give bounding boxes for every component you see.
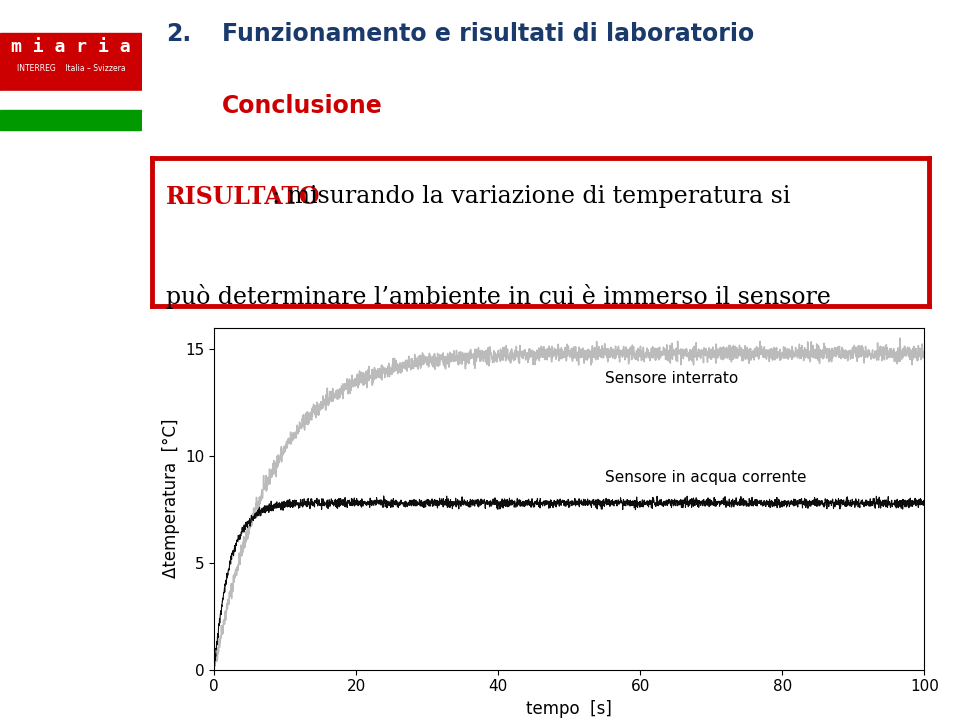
Text: Alfredo Cigada, Fabio Inzoli, Carlo Someda, Bruno Griffoni: Alfredo Cigada, Fabio Inzoli, Carlo Some…: [2, 461, 7, 619]
Text: localizzato attorno alle: localizzato attorno alle: [58, 490, 67, 590]
Text: Sensore interrato: Sensore interrato: [605, 372, 738, 387]
Text: Strumento per il monitoraggio: Strumento per il monitoraggio: [112, 474, 121, 606]
Bar: [0, 91, 142, 110]
Text: POLITECNICO
MILANO: POLITECNICO MILANO: [55, 145, 87, 156]
Text: pile di ponte: pile di ponte: [36, 513, 44, 567]
Text: UNIPD: UNIPD: [62, 351, 80, 355]
Text: POLITECNICO DI MILANO: POLITECNICO DI MILANO: [17, 100, 125, 109]
Text: GHT: GHT: [38, 235, 104, 262]
Text: in tempo reale dello scavo: in tempo reale dello scavo: [85, 482, 94, 598]
Text: Gianluca Crotti, Francesco Ballio, Stefano Manzoni: Gianluca Crotti, Francesco Ballio, Stefa…: [12, 471, 16, 609]
Bar: [0, 110, 142, 130]
Text: Technology: Technology: [21, 301, 49, 305]
Text: Sensore in acqua corrente: Sensore in acqua corrente: [605, 469, 806, 485]
Text: : misurando la variazione di temperatura si: : misurando la variazione di temperatura…: [273, 185, 791, 208]
Text: GHT PHOTONICS: GHT PHOTONICS: [39, 215, 103, 224]
Text: UNIVERSITA’ DI PADOVA: UNIVERSITA’ DI PADOVA: [24, 303, 118, 309]
Y-axis label: Δtemperatura  [°C]: Δtemperatura [°C]: [161, 419, 180, 578]
Text: Hugo: Hugo: [21, 288, 35, 292]
Text: RISULTATO: RISULTATO: [166, 185, 321, 209]
Text: m i a r i a: m i a r i a: [12, 37, 131, 55]
Text: può determinare l’ambiente in cui è immerso il sensore: può determinare l’ambiente in cui è imme…: [166, 284, 830, 309]
Text: Alfredo Cigada, Fabio Inzoli, Carlo Someda, Bruno Griffoni: Alfredo Cigada, Fabio Inzoli, Carlo Some…: [12, 461, 16, 619]
Text: Giotto: Giotto: [21, 275, 36, 279]
Text: Gianluca Crotti, Francesco Ballio, Stefano Manzoni: Gianluca Crotti, Francesco Ballio, Stefa…: [9, 471, 13, 609]
Bar: [0, 32, 142, 91]
Text: 2.: 2.: [166, 22, 191, 45]
X-axis label: tempo  [s]: tempo [s]: [526, 700, 612, 718]
Text: INTERREG    Italia – Svizzera: INTERREG Italia – Svizzera: [16, 64, 126, 73]
Text: Conclusione: Conclusione: [222, 94, 382, 117]
Text: Funzionamento e risultati di laboratorio: Funzionamento e risultati di laboratorio: [222, 22, 754, 45]
